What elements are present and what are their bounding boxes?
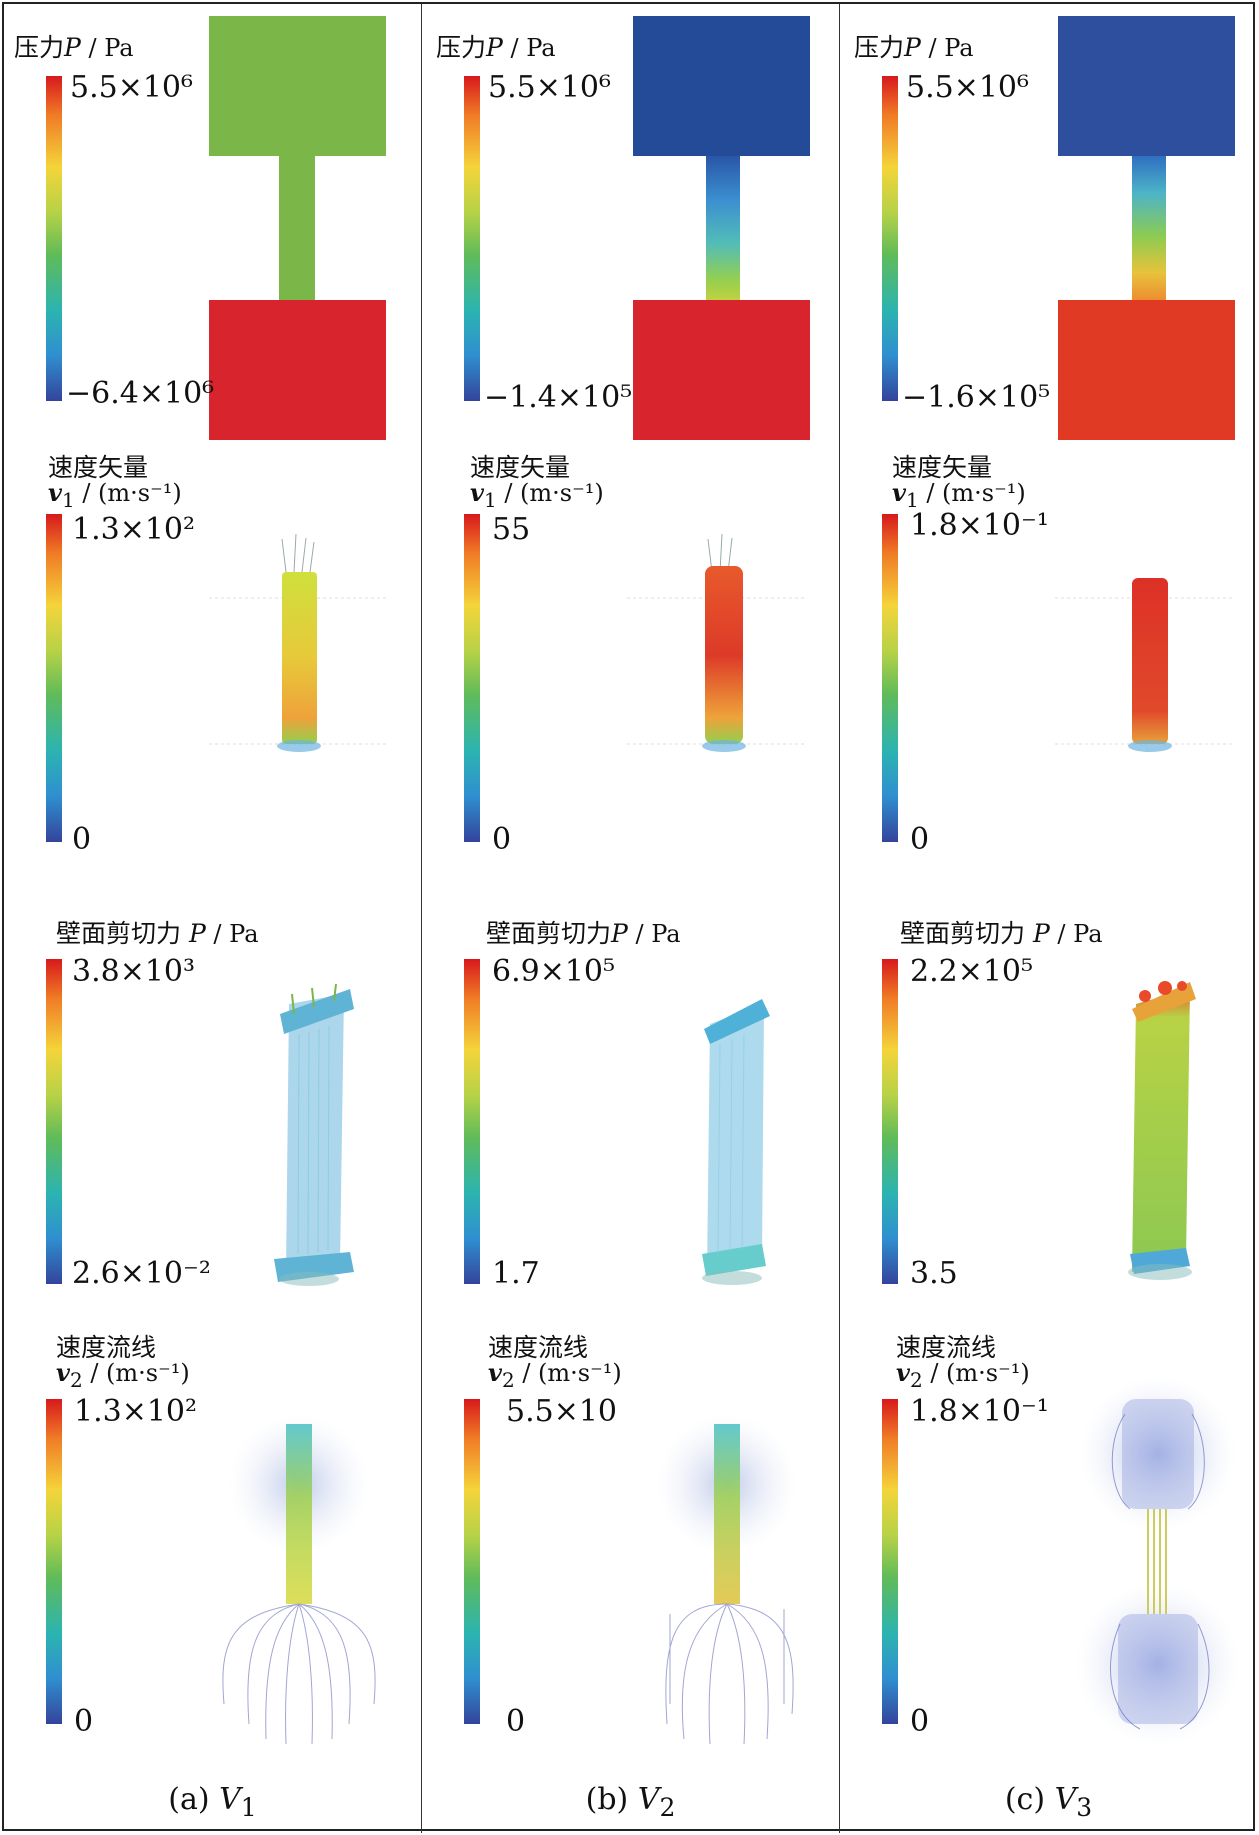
pressure-neck [706, 156, 740, 302]
streamline-unit: v2 / (m·s⁻¹) [488, 1358, 622, 1392]
streamline-fan [222, 1603, 376, 1745]
caption-c: (c) V3 [1004, 1782, 1093, 1822]
scene-b [627, 16, 810, 1745]
pressure-colorbar [464, 76, 480, 401]
wall-shear-colorbar [464, 959, 480, 1284]
pressure-reservoir-top [209, 16, 386, 156]
pressure-colorbar [882, 76, 898, 401]
velocity-vector-colorbar [46, 514, 62, 842]
pressure-reservoir-bottom [633, 300, 810, 440]
streamline-min: 0 [74, 1704, 94, 1739]
streamline-min: 0 [910, 1704, 930, 1739]
streamline-fan [1110, 1413, 1210, 1730]
wall-shear-body [707, 1004, 764, 1274]
wall-shear-title: 壁面剪切力 P / Pa [900, 919, 1103, 948]
streamline-jet [1147, 1509, 1167, 1614]
wall-shear-title: 壁面剪切力 P / Pa [56, 919, 259, 948]
streamline-unit: v2 / (m·s⁻¹) [896, 1358, 1030, 1392]
velocity-vector-title: 速度矢量 [48, 453, 149, 482]
pressure-max: 5.5×10⁶ [70, 70, 194, 105]
streamline-max: 1.8×10⁻¹ [910, 1394, 1049, 1429]
pressure-title: 压力P / Pa [14, 33, 134, 62]
wall-shear-body [286, 994, 344, 1274]
streamline-title: 速度流线 [56, 1333, 157, 1362]
velocity-vector-unit: v1 / (m·s⁻¹) [48, 478, 182, 512]
wall-shear-body [1132, 989, 1190, 1272]
column-c: 压力P / Pa 5.5×10⁶ −1.6×10⁵ 速度矢量 v1 / (m·s… [840, 4, 1257, 1833]
velocity-vector-title: 速度矢量 [470, 453, 571, 482]
streamline-max: 5.5×10 [506, 1394, 618, 1429]
pressure-reservoir-bottom [1058, 300, 1235, 440]
pressure-neck [1132, 156, 1166, 302]
streamline-min: 0 [506, 1704, 526, 1739]
streamline-colorbar [882, 1399, 898, 1724]
velocity-vector-channel [705, 566, 743, 744]
velocity-vector-channel [282, 572, 317, 744]
velocity-vector-min: 0 [492, 822, 512, 857]
wall-shear-max: 6.9×10⁵ [492, 954, 616, 989]
caption-b: (b) V2 [585, 1782, 676, 1822]
pressure-title: 压力P / Pa [854, 33, 974, 62]
column-a: 压力P / Pa 5.5×10⁶ −6.4×10⁶ 速度矢量 v1 / (m·s… [4, 4, 421, 1833]
velocity-vector-min: 0 [72, 822, 92, 857]
velocity-vector-max: 1.3×10² [72, 512, 196, 547]
pressure-neck [279, 156, 315, 302]
caption-a: (a) V1 [168, 1782, 257, 1822]
column-divider-2 [839, 4, 840, 1833]
wall-shear-colorbar [882, 959, 898, 1284]
scene-a [209, 16, 386, 1745]
wall-shear-min: 1.7 [492, 1256, 540, 1291]
streamline-title: 速度流线 [896, 1333, 997, 1362]
wall-shear-max: 2.2×10⁵ [910, 954, 1034, 989]
streamline-colorbar [46, 1399, 62, 1724]
velocity-vector-max: 1.8×10⁻¹ [910, 508, 1049, 543]
wall-shear-min: 2.6×10⁻² [72, 1256, 211, 1291]
velocity-vector-title: 速度矢量 [892, 453, 993, 482]
column-divider-1 [421, 4, 422, 1833]
velocity-vector-unit: v1 / (m·s⁻¹) [892, 478, 1026, 512]
streamline-title: 速度流线 [488, 1333, 589, 1362]
pressure-title: 压力P / Pa [436, 33, 556, 62]
wall-shear-colorbar [46, 959, 62, 1284]
streamline-colorbar [464, 1399, 480, 1724]
pressure-colorbar [46, 76, 62, 401]
streamline-max: 1.3×10² [74, 1394, 198, 1429]
wall-shear-max: 3.8×10³ [72, 954, 196, 989]
velocity-vector-colorbar [464, 514, 480, 842]
velocity-vector-min: 0 [910, 822, 930, 857]
wall-shear-title: 壁面剪切力P / Pa [486, 919, 681, 948]
pressure-min: −1.6×10⁵ [902, 380, 1051, 415]
velocity-vector-max: 55 [492, 512, 531, 547]
velocity-vector-channel [1132, 578, 1168, 744]
streamline-unit: v2 / (m·s⁻¹) [56, 1358, 190, 1392]
pressure-min: −6.4×10⁶ [66, 376, 215, 411]
streamline-jet [714, 1424, 740, 1604]
pressure-reservoir-top [633, 16, 810, 156]
column-b: 压力P / Pa 5.5×10⁶ −1.4×10⁵ 速度矢量 v1 / (m·s… [422, 4, 839, 1833]
streamline-jet [286, 1424, 312, 1604]
velocity-vector-arrows [281, 533, 315, 573]
wall-shear-min: 3.5 [910, 1256, 958, 1291]
pressure-max: 5.5×10⁶ [906, 70, 1030, 105]
scene-c [1055, 16, 1240, 1746]
pressure-max: 5.5×10⁶ [488, 70, 612, 105]
pressure-reservoir-bottom [209, 300, 386, 440]
pressure-min: −1.4×10⁵ [484, 380, 633, 415]
pressure-reservoir-top [1058, 16, 1235, 156]
velocity-vector-colorbar [882, 514, 898, 842]
streamline-fan [665, 1603, 794, 1745]
velocity-vector-unit: v1 / (m·s⁻¹) [470, 478, 604, 512]
